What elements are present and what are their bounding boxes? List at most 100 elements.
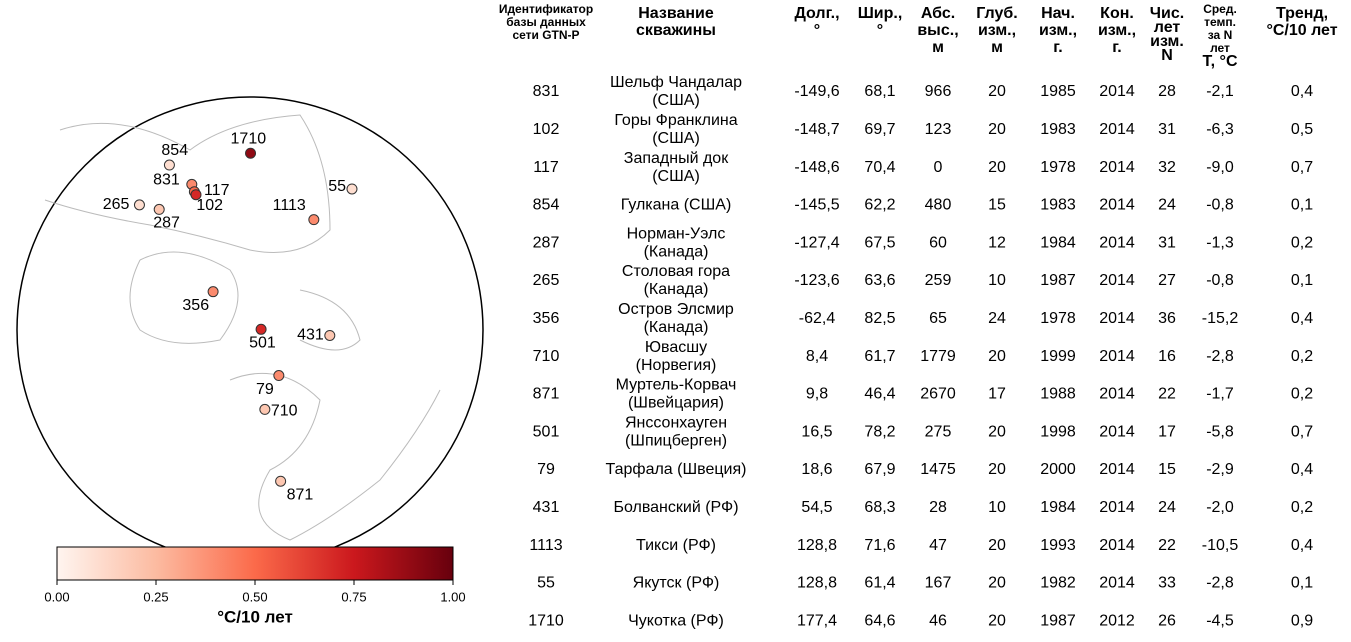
table-cell: 65	[929, 310, 947, 327]
table-cell: 60	[929, 234, 947, 251]
table-cell: 61,4	[864, 575, 895, 592]
borehole-label: 710	[271, 403, 298, 420]
column-header: лет	[1210, 41, 1230, 55]
table-cell: 2014	[1099, 537, 1135, 554]
table-cell: 20	[988, 121, 1006, 138]
table-cell: 22	[1158, 386, 1176, 403]
borehole-label: 1710	[231, 130, 267, 147]
table-cell: 1779	[920, 348, 956, 365]
table-cell: 1984	[1040, 499, 1076, 516]
borehole-label: 55	[328, 178, 346, 195]
coastline	[229, 372, 441, 541]
table-cell: 54,5	[801, 499, 832, 516]
table-cell: 1987	[1040, 612, 1076, 629]
column-header: изм.,	[1039, 22, 1077, 39]
colorbar-tick-label: 0.00	[44, 589, 69, 604]
table-cell: 1999	[1040, 348, 1076, 365]
table-cell: 0,1	[1291, 197, 1313, 214]
column-header: Абс.	[921, 5, 955, 22]
borehole-marker	[190, 189, 202, 201]
table-cell: 1978	[1040, 159, 1076, 176]
table-cell: 2014	[1099, 83, 1135, 100]
table-cell: 966	[925, 83, 952, 100]
column-header: изм.,	[1098, 22, 1136, 39]
column-header: изм.,	[978, 22, 1016, 39]
table-cell: -4,5	[1206, 612, 1234, 629]
table-cell: 27	[1158, 272, 1176, 289]
table-cell: -145,5	[794, 197, 839, 214]
table-cell: 31	[1158, 234, 1176, 251]
table-cell: 117	[533, 159, 559, 176]
colorbar-tick-label: 1.00	[440, 589, 465, 604]
table-cell: -1,7	[1206, 386, 1234, 403]
table-cell: 123	[925, 121, 952, 138]
borehole-label: 356	[182, 297, 209, 314]
borehole-marker	[133, 199, 145, 211]
table-cell: 0,5	[1291, 121, 1313, 138]
table-cell: 128,8	[797, 575, 837, 592]
table-cell: (Швейцария)	[628, 395, 724, 412]
colorbar-label: °C/10 лет	[217, 607, 293, 626]
table-cell: 46,4	[864, 386, 895, 403]
table-cell: -62,4	[799, 310, 836, 327]
table-cell: 480	[925, 197, 952, 214]
borehole-marker	[275, 475, 287, 487]
table-cell: -148,7	[794, 121, 839, 138]
table-cell: 12	[988, 234, 1006, 251]
column-header: за N	[1208, 28, 1232, 42]
column-header: скважины	[636, 22, 716, 39]
table-cell: 831	[533, 83, 560, 100]
table-cell: 1984	[1040, 234, 1076, 251]
table-cell: 28	[929, 499, 947, 516]
table-cell: 68,1	[864, 83, 895, 100]
table-cell: 2670	[920, 386, 956, 403]
table-cell: 67,9	[864, 461, 895, 478]
table-cell: 22	[1158, 537, 1176, 554]
table-cell: -2,1	[1206, 83, 1234, 100]
table-cell: 2014	[1099, 272, 1135, 289]
table-cell: 24	[1158, 197, 1176, 214]
column-header: Т, °С	[1202, 53, 1237, 70]
table-cell: -149,6	[794, 83, 839, 100]
table-cell: 0,4	[1291, 83, 1313, 100]
coastline	[299, 289, 361, 351]
borehole-label: 871	[287, 486, 314, 503]
column-header: °С/10 лет	[1266, 22, 1337, 39]
column-header: лет	[1154, 19, 1181, 36]
table-cell: 16,5	[801, 423, 832, 440]
column-header: Кон.	[1100, 5, 1134, 22]
table-cell: 2000	[1040, 461, 1076, 478]
borehole-marker	[259, 403, 271, 415]
table-cell: 70,4	[864, 159, 895, 176]
column-header: Нач.	[1041, 5, 1075, 22]
table-cell: 2014	[1099, 121, 1135, 138]
table-cell: 2014	[1099, 234, 1135, 251]
table-cell: 20	[988, 612, 1006, 629]
table-cell: Болванский (РФ)	[613, 499, 738, 516]
table-cell: 1475	[920, 461, 956, 478]
table-cell: -123,6	[794, 272, 839, 289]
table-cell: 0,2	[1291, 234, 1313, 251]
column-header: сети GTN-P	[512, 28, 579, 42]
table-cell: 24	[1158, 499, 1176, 516]
column-header: Чис.	[1150, 5, 1184, 22]
table-cell: 10	[988, 499, 1006, 516]
borehole-marker	[255, 323, 267, 335]
borehole-marker	[153, 203, 165, 215]
borehole-label: 117	[204, 182, 230, 199]
table-cell: 20	[988, 159, 1006, 176]
borehole-label: 265	[103, 196, 130, 213]
table-cell: 0,7	[1291, 159, 1313, 176]
borehole-marker	[324, 329, 336, 341]
table-cell: Тикси (РФ)	[636, 537, 716, 554]
table-cell: 287	[533, 234, 560, 251]
table-cell: 9,8	[806, 386, 828, 403]
table-cell: 2014	[1099, 159, 1135, 176]
table-cell: Ювасшу	[645, 339, 707, 356]
table-cell: 259	[925, 272, 952, 289]
column-header: N	[1161, 47, 1173, 64]
borehole-label: 431	[297, 327, 324, 344]
table-cell: 8,4	[806, 348, 828, 365]
